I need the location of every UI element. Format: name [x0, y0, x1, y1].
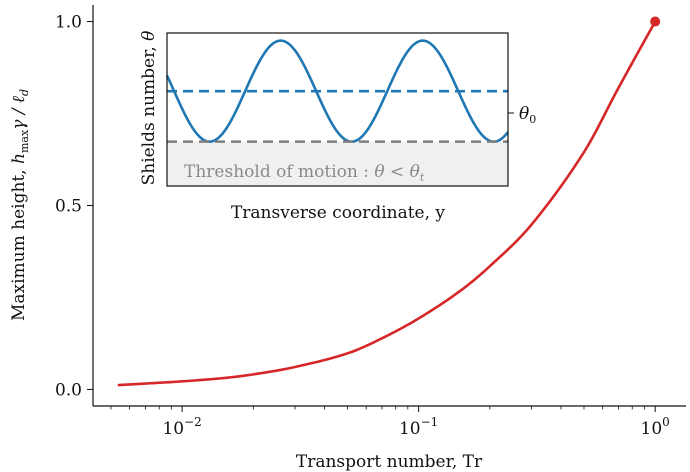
x-tick-label: 10−2 — [162, 415, 201, 439]
y-tick-label: 1.0 — [55, 13, 82, 33]
inset-threshold-label: Threshold of motion : θ < θt — [184, 162, 425, 184]
y-tick-label: 0.0 — [55, 380, 82, 400]
inset-chart: Threshold of motion : θ < θt θ0 Transver… — [139, 31, 536, 223]
inset-y-axis-label: Shields number, θ — [139, 31, 159, 186]
main-x-axis-label: Transport number, Tr — [296, 452, 483, 472]
inset-threshold-fill — [167, 141, 508, 186]
inset-frame — [166, 32, 509, 187]
inset-x-axis-label: Transverse coordinate, y — [231, 203, 445, 223]
series-line-0 — [117, 20, 657, 387]
main-series — [117, 16, 661, 387]
endpoint-marker — [650, 16, 661, 27]
inset-mean-label: θ0 — [519, 104, 536, 126]
inset-shields-curve — [165, 39, 510, 143]
y-tick-label: 0.5 — [55, 197, 82, 217]
x-tick-label: 100 — [641, 415, 670, 439]
main-y-axis-label: Maximum height, hmaxγ / ℓd — [9, 89, 31, 321]
x-tick-label: 10−1 — [399, 415, 438, 439]
main-ticks: 10−2 10−1 100 0.0 0.5 1.0 — [55, 13, 670, 439]
